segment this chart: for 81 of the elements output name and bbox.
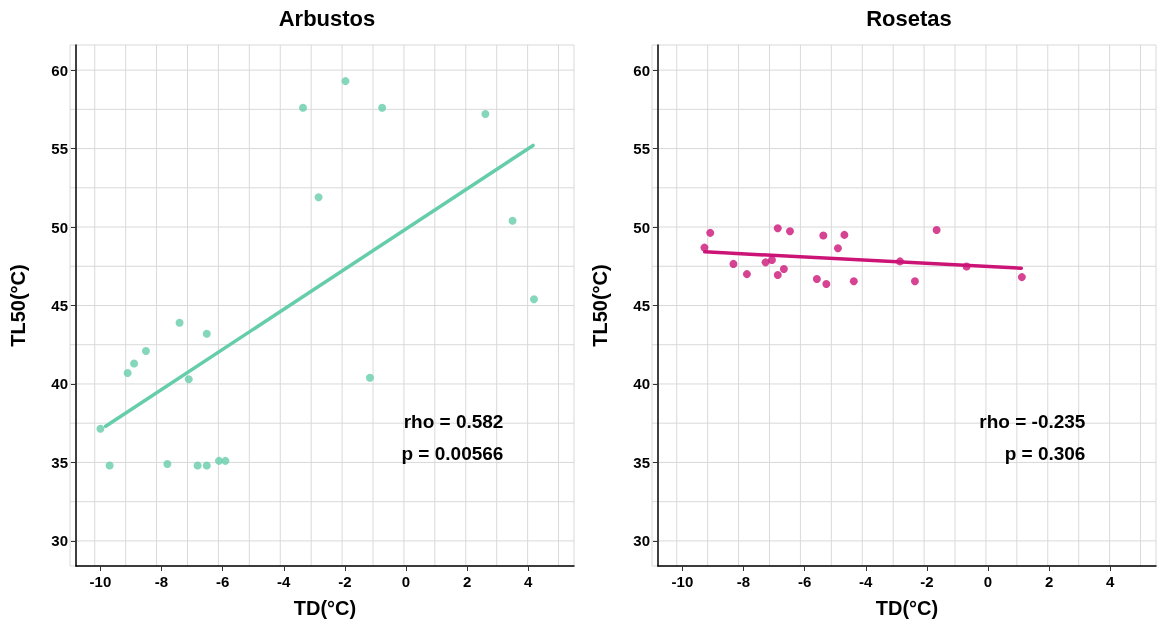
y-axis-title: TL50(°C) — [589, 264, 611, 347]
point — [184, 375, 193, 384]
point — [773, 271, 782, 280]
point — [299, 103, 307, 112]
x-tick-label: 4 — [524, 573, 533, 590]
x-tick-label: -4 — [859, 573, 874, 590]
point — [214, 456, 223, 465]
x-tick-label: -8 — [154, 573, 169, 590]
x-tick-label: 2 — [462, 573, 472, 590]
point — [193, 461, 202, 470]
y-tick-label: 35 — [633, 453, 650, 471]
y-tick-label: 60 — [51, 61, 68, 79]
point — [202, 461, 211, 470]
point — [314, 193, 323, 202]
point — [840, 230, 849, 239]
point — [785, 227, 794, 236]
x-tick-label: 2 — [1044, 573, 1054, 590]
y-tick-label: 60 — [633, 61, 650, 79]
x-tick-label: -6 — [215, 573, 230, 590]
point — [481, 110, 490, 119]
y-tick-label: 50 — [51, 218, 68, 236]
y-tick-label: 30 — [51, 532, 68, 550]
x-tick-label: -4 — [277, 573, 292, 590]
x-axis-title: TD(°C) — [875, 597, 939, 619]
point — [812, 274, 821, 283]
point — [508, 216, 517, 225]
point — [202, 329, 211, 338]
point — [767, 255, 776, 264]
chart-title: Arbustos — [278, 5, 376, 31]
point — [341, 77, 350, 86]
y-tick-label: 55 — [633, 140, 650, 158]
annotation: p = 0.00566 — [401, 443, 504, 465]
point — [773, 224, 782, 233]
point — [822, 280, 831, 288]
point — [378, 103, 387, 112]
x-tick-label: 0 — [401, 573, 411, 590]
x-tick-label: 0 — [983, 573, 993, 590]
annotation: p = 0.306 — [1004, 443, 1086, 465]
y-tick-label: 45 — [51, 297, 68, 314]
point — [833, 244, 842, 253]
point — [819, 231, 828, 240]
point — [729, 259, 738, 268]
point — [932, 226, 941, 235]
point — [700, 243, 709, 252]
point — [529, 295, 538, 304]
x-tick-label: -2 — [920, 573, 934, 590]
point — [123, 368, 132, 377]
annotation: rho = 0.582 — [403, 411, 504, 433]
chart-title: Rosetas — [866, 5, 952, 31]
point — [163, 460, 172, 468]
y-axis-title: TL50(°C) — [7, 264, 29, 347]
annotation: rho = -0.235 — [979, 411, 1086, 433]
y-tick-label: 30 — [633, 532, 650, 550]
point — [849, 277, 858, 286]
y-tick-label: 35 — [51, 453, 68, 471]
x-tick-label: 4 — [1106, 573, 1115, 590]
y-tick-label: 55 — [51, 140, 68, 158]
y-tick-label: 40 — [633, 375, 650, 393]
point — [130, 359, 139, 368]
x-tick-label: -6 — [797, 573, 812, 590]
point — [706, 228, 715, 237]
y-tick-label: 40 — [51, 375, 68, 393]
point — [742, 270, 751, 279]
point — [141, 347, 150, 356]
point — [105, 461, 114, 470]
point — [1017, 273, 1026, 282]
y-tick-label: 50 — [633, 218, 650, 236]
point — [910, 277, 919, 286]
x-tick-label: -10 — [89, 573, 112, 590]
point — [895, 257, 904, 266]
point — [365, 373, 374, 382]
x-tick-label: -2 — [338, 573, 352, 590]
x-tick-label: -8 — [736, 573, 751, 590]
point — [221, 456, 230, 465]
x-axis-title: TD(°C) — [293, 597, 357, 619]
x-tick-label: -10 — [671, 573, 694, 590]
y-tick-label: 45 — [633, 297, 650, 314]
point — [96, 424, 105, 433]
point — [175, 318, 184, 327]
point — [962, 262, 971, 271]
point — [779, 264, 788, 273]
